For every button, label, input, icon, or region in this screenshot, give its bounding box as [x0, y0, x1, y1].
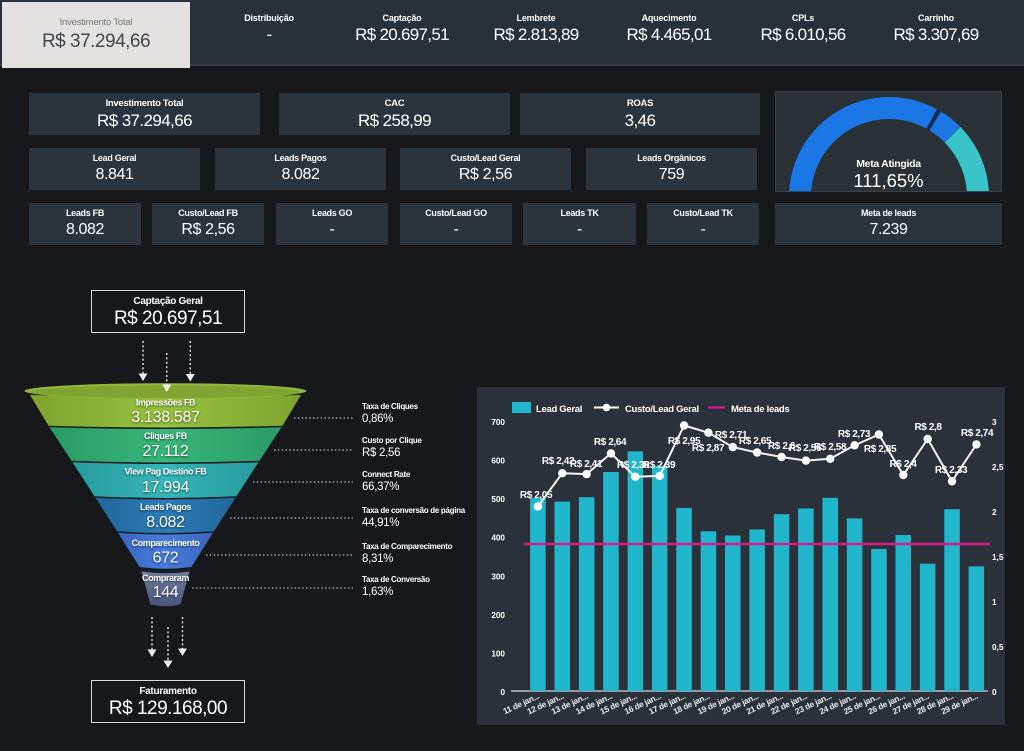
- svg-text:1: 1: [992, 598, 997, 607]
- svg-text:200: 200: [491, 611, 505, 620]
- svg-text:R$ 2,8: R$ 2,8: [914, 422, 942, 433]
- svg-text:R$ 2,39: R$ 2,39: [643, 460, 676, 471]
- svg-text:3.138.587: 3.138.587: [131, 409, 200, 426]
- svg-text:0: 0: [500, 688, 505, 697]
- svg-text:700: 700: [491, 418, 505, 427]
- svg-text:R$ 2,74: R$ 2,74: [961, 428, 994, 439]
- svg-text:View Pag Destino FB: View Pag Destino FB: [125, 467, 208, 477]
- svg-text:R$ 2,41: R$ 2,41: [570, 459, 603, 470]
- svg-text:R$ 2,38: R$ 2,38: [617, 460, 650, 471]
- svg-text:R$ 2,71: R$ 2,71: [715, 430, 748, 441]
- svg-text:Lead Geral: Lead Geral: [536, 404, 582, 415]
- svg-text:500: 500: [491, 495, 505, 504]
- svg-text:Meta de leads: Meta de leads: [731, 404, 789, 415]
- svg-text:3: 3: [992, 418, 997, 427]
- svg-text:Leads Pagos: Leads Pagos: [140, 502, 192, 512]
- svg-text:R$ 2,73: R$ 2,73: [838, 429, 871, 440]
- svg-text:1,5: 1,5: [992, 553, 1004, 562]
- svg-text:17.994: 17.994: [142, 479, 190, 496]
- svg-text:Impressões FB: Impressões FB: [136, 398, 196, 408]
- svg-text:27.112: 27.112: [143, 443, 189, 460]
- svg-text:R$ 2,85: R$ 2,85: [864, 444, 897, 455]
- svg-text:R$ 2,4: R$ 2,4: [889, 459, 917, 470]
- svg-text:100: 100: [491, 649, 505, 658]
- svg-text:R$ 2,65: R$ 2,65: [739, 436, 772, 447]
- svg-text:R$ 2,64: R$ 2,64: [594, 437, 627, 448]
- svg-text:Compraram: Compraram: [142, 573, 189, 583]
- svg-text:0,5: 0,5: [992, 643, 1004, 652]
- svg-text:R$ 2,6: R$ 2,6: [768, 441, 796, 452]
- svg-text:300: 300: [491, 572, 505, 581]
- svg-text:R$ 2,42: R$ 2,42: [542, 456, 575, 467]
- svg-text:R$ 2,95: R$ 2,95: [668, 436, 701, 447]
- svg-text:R$ 2,58: R$ 2,58: [814, 442, 847, 453]
- svg-text:Custo/Lead Geral: Custo/Lead Geral: [625, 404, 699, 415]
- svg-text:8.082: 8.082: [146, 514, 185, 531]
- svg-text:R$ 2,56: R$ 2,56: [789, 443, 822, 454]
- svg-text:2,5: 2,5: [992, 463, 1004, 472]
- svg-text:0: 0: [992, 688, 997, 697]
- svg-text:R$ 2,05: R$ 2,05: [520, 490, 553, 501]
- svg-text:600: 600: [491, 457, 505, 466]
- svg-text:672: 672: [153, 550, 179, 567]
- svg-text:R$ 2,87: R$ 2,87: [692, 443, 725, 454]
- svg-text:Comparecimento: Comparecimento: [132, 538, 201, 548]
- svg-text:144: 144: [153, 584, 179, 601]
- svg-text:2: 2: [992, 508, 997, 517]
- svg-text:Cliques FB: Cliques FB: [144, 431, 188, 441]
- svg-text:400: 400: [491, 534, 505, 543]
- svg-text:R$ 2,33: R$ 2,33: [935, 465, 968, 476]
